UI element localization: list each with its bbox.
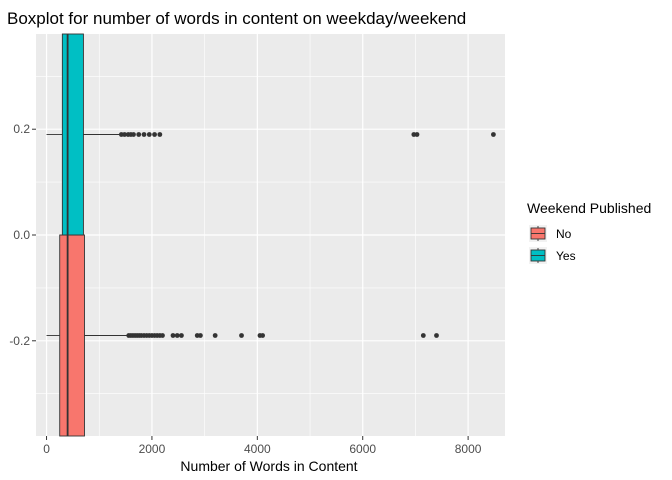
y-tick-label: 0.0 (13, 228, 30, 242)
x-tick-label: 0 (43, 442, 50, 456)
y-tick-label: 0.2 (13, 122, 30, 136)
x-tick-label: 6000 (349, 442, 376, 456)
outlier-point (174, 333, 180, 338)
legend-entry-yes: Yes (529, 247, 576, 264)
outlier-point (198, 333, 203, 338)
grid-major (36, 34, 505, 436)
legend-entry-no: No (529, 225, 572, 242)
x-tick-label: 8000 (455, 442, 482, 456)
outlier-point (131, 132, 136, 137)
outlier-point (170, 333, 176, 338)
y-tick-label: -0.2 (9, 334, 30, 348)
chart-title: Boxplot for number of words in content o… (7, 9, 466, 28)
outlier-point (160, 333, 165, 338)
outlier-point (420, 333, 426, 338)
outlier-point (141, 132, 147, 137)
outlier-point (157, 132, 163, 137)
outlier-point (136, 132, 142, 137)
legend-title: Weekend Published (527, 200, 651, 216)
box-iqr (59, 234, 85, 437)
outlier-point (179, 333, 184, 338)
x-axis-title: Number of Words in Content (180, 458, 357, 474)
box-layer (46, 33, 496, 437)
x-axis: 0 2000 4000 6000 8000 (43, 436, 482, 456)
box-yes (46, 33, 496, 236)
outlier-point (260, 333, 265, 338)
x-tick-label: 4000 (244, 442, 271, 456)
outlier-point (239, 333, 244, 338)
box-no (46, 234, 439, 437)
x-tick-label: 2000 (139, 442, 166, 456)
outlier-point (212, 333, 218, 338)
legend-label: Yes (556, 249, 576, 263)
legend: Weekend Published No Yes (527, 200, 651, 264)
outlier-point (146, 132, 152, 137)
outlier-point (414, 132, 420, 137)
legend-label: No (556, 227, 572, 241)
outlier-point (122, 132, 127, 137)
box-iqr (61, 33, 84, 236)
outlier-point (152, 132, 157, 137)
y-axis: -0.2 0.0 0.2 (9, 122, 36, 348)
outlier-point (434, 333, 439, 338)
outlier-point (491, 132, 496, 137)
